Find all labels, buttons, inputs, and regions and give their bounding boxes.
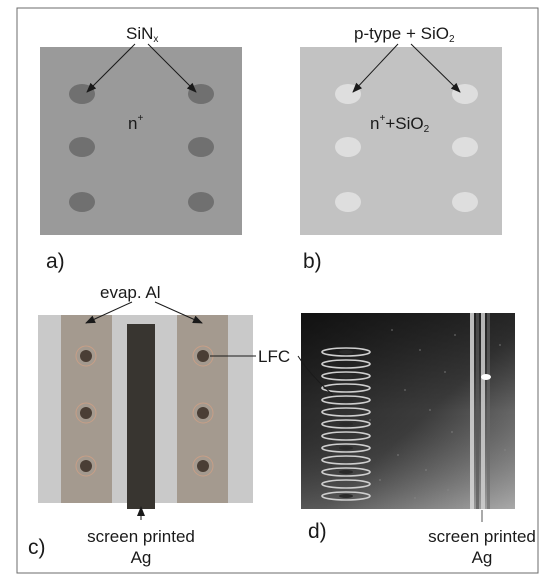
panel-c-lfc <box>80 460 92 472</box>
panel-a: SiNx n+ a) <box>40 24 242 273</box>
panel-b: p-type + SiO2 n++SiO2 b) <box>300 24 502 273</box>
panel-b-center-label: n++SiO2 <box>370 113 430 135</box>
panel-d-ag-line-shadow <box>487 313 490 509</box>
panel-c-bottom-label-1: screen printed <box>87 527 195 546</box>
panel-c-top-label: evap. Al <box>100 283 161 302</box>
panel-c-lfc-ring <box>192 402 214 424</box>
panel-a-contact <box>188 192 214 212</box>
panel-a-contact <box>188 84 214 104</box>
panel-b-arrow-right <box>410 43 461 93</box>
panel-d-lfc-leader <box>297 355 334 396</box>
panel-a-callout: SiNx <box>126 24 158 45</box>
panel-b-callout: p-type + SiO2 <box>354 24 455 45</box>
panel-a-contact <box>69 137 95 157</box>
panel-b-letter: b) <box>303 250 322 273</box>
panel-c-lfc-ring <box>75 455 97 477</box>
panel-d-lfc-centers <box>339 350 353 498</box>
panel-b-contact <box>452 137 478 157</box>
panel-a-contact <box>69 192 95 212</box>
panel-a-contact <box>69 84 95 104</box>
panel-d-bottom-label-2: Ag <box>472 548 493 567</box>
panel-a-arrow-left <box>86 43 136 93</box>
panel-d-lfc-column <box>321 347 371 501</box>
panel-d-ag-line <box>470 313 474 509</box>
panel-b-contact <box>335 192 361 212</box>
panel-a-arrow-right <box>147 43 197 93</box>
panel-d-letter: d) <box>308 520 327 543</box>
panel-c-lfc <box>197 460 209 472</box>
panel-a-center-label: n+ <box>128 113 143 133</box>
panel-c-lfc <box>80 350 92 362</box>
figure-frame <box>16 7 539 574</box>
panel-c-arrow-al-right <box>154 301 203 324</box>
panel-c-lfc-label: LFC <box>258 347 290 366</box>
panel-c-lfc <box>197 407 209 419</box>
panel-c-lfc-ring <box>75 402 97 424</box>
panel-c-lfc-ring <box>192 455 214 477</box>
panel-c-ag-finger <box>127 324 155 509</box>
panel-c: evap. Al LFC screen printed Ag c) <box>28 283 290 567</box>
panel-c-arrow-al-left <box>85 301 133 324</box>
panel-d-bottom-label-1: screen printed <box>428 527 536 546</box>
panel-b-contact <box>452 192 478 212</box>
panel-c-letter: c) <box>28 536 46 559</box>
panel-b-contact <box>452 84 478 104</box>
panel-c-bottom-label-2: Ag <box>131 548 152 567</box>
panel-c-lfc-ring <box>75 345 97 367</box>
panel-d: screen printed Ag d) <box>297 313 536 567</box>
panel-c-lfc <box>80 407 92 419</box>
panel-d-glint <box>481 374 491 380</box>
panel-b-contact <box>335 137 361 157</box>
panel-d-ag-line-shadow <box>476 313 479 509</box>
panel-a-letter: a) <box>46 250 65 273</box>
panel-b-arrow-left <box>352 43 399 93</box>
panel-d-texture <box>369 329 506 499</box>
panel-d-ag-line <box>481 313 485 509</box>
panel-a-contact <box>188 137 214 157</box>
panel-c-lfc <box>197 350 209 362</box>
